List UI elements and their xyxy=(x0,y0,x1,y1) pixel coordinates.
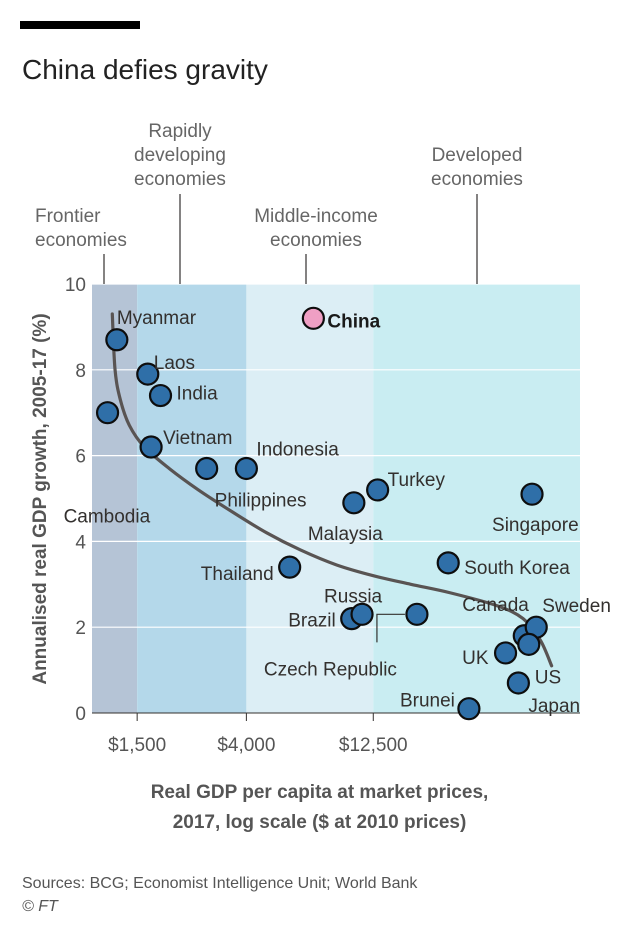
point-label-brazil: Brazil xyxy=(288,611,336,632)
y-tick-label-2: 2 xyxy=(75,618,86,639)
point-label-myanmar: Myanmar xyxy=(117,308,197,329)
point-uk xyxy=(493,641,518,665)
point-china xyxy=(301,306,325,330)
point-brunei xyxy=(457,697,481,721)
point-label-china: China xyxy=(327,311,380,332)
zone-label-0-line-1: economies xyxy=(35,230,127,251)
y-tick-label-0: 0 xyxy=(75,704,86,725)
zone-label-2-line-1: economies xyxy=(270,230,362,251)
y-tick-label-4: 4 xyxy=(75,532,86,553)
point-label-singapore: Singapore xyxy=(492,515,579,536)
point-label-cambodia: Cambodia xyxy=(64,507,151,528)
top-rule xyxy=(20,21,140,29)
point-label-japan: Japan xyxy=(528,696,580,717)
point-label-india: India xyxy=(177,384,219,405)
point-russia xyxy=(350,602,374,626)
point-label-brunei: Brunei xyxy=(400,691,455,712)
zone-band-1 xyxy=(137,284,247,713)
point-label-south-korea: South Korea xyxy=(464,558,570,579)
point-label-vietnam: Vietnam xyxy=(163,428,232,449)
point-label-malaysia: Malaysia xyxy=(308,524,383,545)
point-label-turkey: Turkey xyxy=(388,470,446,491)
point-indonesia xyxy=(234,456,258,481)
point-label-indonesia: Indonesia xyxy=(256,439,339,460)
x-axis-title-line-1: Real GDP per capita at market prices, xyxy=(150,782,489,803)
x-axis-title-line-2: 2017, log scale ($ at 2010 prices) xyxy=(172,812,467,833)
point-label-uk: UK xyxy=(462,648,489,669)
point-label-philippines: Philippines xyxy=(215,490,307,511)
zone-label-1-line-0: Rapidly xyxy=(148,121,212,142)
point-laos xyxy=(136,362,160,386)
point-czech-republic xyxy=(405,602,429,626)
point-label-russia: Russia xyxy=(324,586,383,607)
point-south-korea xyxy=(436,551,460,575)
y-axis-title: Annualised real GDP growth, 2005-17 (%) xyxy=(30,313,51,684)
point-malaysia xyxy=(342,491,366,515)
chart-area: 0 2 4 6 8 10 $1,500 $4,000 $12,500 Annualised rea… xyxy=(30,121,611,756)
point-japan xyxy=(506,671,530,695)
point-label-thailand: Thailand xyxy=(201,564,274,585)
y-tick-label-6: 6 xyxy=(75,447,86,468)
point-label-sweden: Sweden xyxy=(542,596,611,617)
zone-label-1-line-1: developing xyxy=(134,145,226,166)
x-tick-label-0: $1,500 xyxy=(108,735,166,756)
chart-title: China defies gravity xyxy=(22,54,268,85)
y-tick-label-10: 10 xyxy=(65,275,86,296)
x-tick-label-1: $4,000 xyxy=(217,735,275,756)
zone-label-0-line-0: Frontier xyxy=(35,206,101,227)
point-label-czech-republic: Czech Republic xyxy=(264,659,397,680)
x-axis-title: Real GDP per capita at market prices, 20… xyxy=(0,778,639,838)
x-tick-label-2: $12,500 xyxy=(339,735,408,756)
point-label-us: US xyxy=(535,667,561,688)
czech-republic-leader xyxy=(376,613,405,643)
zone-label-3-line-1: economies xyxy=(431,169,523,190)
point-myanmar xyxy=(105,328,129,352)
point-philippines xyxy=(195,456,219,481)
zone-band-3 xyxy=(373,284,580,713)
y-tick-label-8: 8 xyxy=(75,361,86,382)
point-cambodia xyxy=(95,401,120,425)
zone-label-2-line-0: Middle-income xyxy=(254,206,378,227)
point-vietnam xyxy=(139,435,163,459)
trend-curve xyxy=(110,312,554,668)
zone-label-3-line-0: Developed xyxy=(432,145,523,166)
point-thailand xyxy=(278,555,302,579)
point-us xyxy=(517,632,541,656)
point-label-laos: Laos xyxy=(154,353,195,374)
point-turkey xyxy=(366,478,390,502)
point-label-canada: Canada xyxy=(462,595,529,616)
point-india xyxy=(148,383,173,408)
point-singapore xyxy=(520,482,544,506)
source-note: Sources: BCG; Economist Intelligence Uni… xyxy=(22,875,418,892)
credit-note: © FT xyxy=(22,898,58,915)
zone-label-1-line-2: economies xyxy=(134,169,226,190)
